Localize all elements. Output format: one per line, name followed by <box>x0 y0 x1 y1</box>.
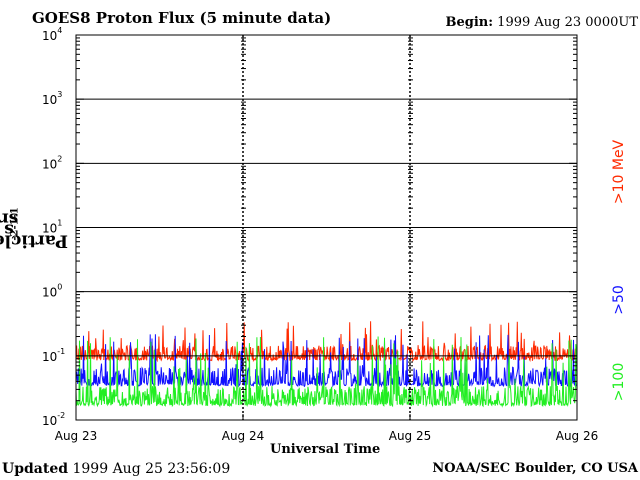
plot-frame <box>75 34 578 421</box>
series-line-1 <box>75 334 578 388</box>
series-line-2 <box>75 336 578 408</box>
begin-time: Begin: 1999 Aug 23 0000UT <box>445 15 638 30</box>
x-tick-label: Aug 23 <box>55 429 98 443</box>
x-tick-label: Aug 26 <box>556 429 599 443</box>
updated-time: Updated 1999 Aug 25 23:56:09 <box>2 461 230 477</box>
y-tick-label: 100 <box>42 283 62 300</box>
y-tick-label: 104 <box>42 26 62 43</box>
updated-label: Updated <box>2 461 69 477</box>
chart-title: GOES8 Proton Flux (5 minute data) <box>32 9 332 27</box>
begin-label: Begin: <box>445 15 494 30</box>
legend-100-label: >100 <box>611 362 627 402</box>
begin-value: 1999 Aug 23 0000UT <box>497 15 638 30</box>
legend-10mev-label: >10 MeV <box>611 139 627 205</box>
updated-value: 1999 Aug 25 23:56:09 <box>72 461 231 477</box>
source-credit: NOAA/SEC Boulder, CO USA <box>432 461 638 476</box>
series-line-0 <box>75 321 578 363</box>
x-axis-label: Universal Time <box>270 442 381 457</box>
y-tick-label: 103 <box>42 90 62 107</box>
x-tick-label: Aug 24 <box>222 429 265 443</box>
x-tick-label: Aug 25 <box>389 429 432 443</box>
legend-50-label: >50 <box>611 285 627 315</box>
y-tick-label: 10-1 <box>42 347 65 364</box>
y-tick-label: 10-2 <box>42 411 65 428</box>
y-tick-label: 101 <box>42 219 62 236</box>
y-tick-label: 102 <box>42 154 62 171</box>
